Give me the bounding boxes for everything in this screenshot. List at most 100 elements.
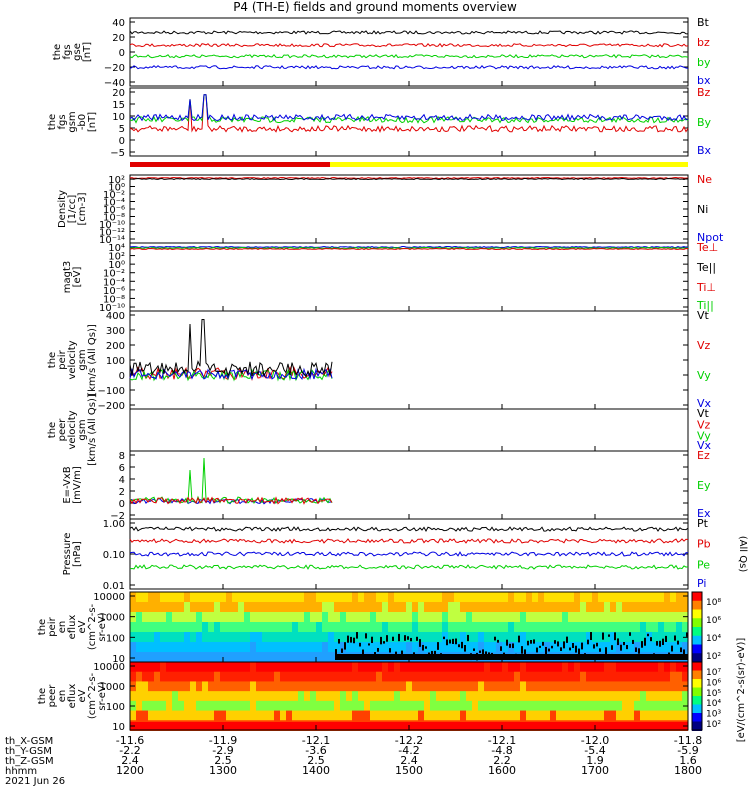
peir-cell	[316, 652, 322, 663]
peir-cell	[352, 602, 358, 613]
peer-cell	[526, 700, 532, 712]
peer-cell	[322, 681, 328, 693]
peir-cell	[616, 642, 622, 653]
peir-cell	[622, 592, 628, 603]
peir-speck	[341, 648, 343, 653]
peer-cell	[472, 681, 478, 693]
peir-speck	[389, 648, 391, 653]
peir-colorbar-tick: 10⁴	[706, 634, 721, 644]
peir-cell	[382, 612, 388, 623]
peer-cell	[292, 681, 298, 693]
peir-cell	[640, 612, 646, 623]
peer-cell	[670, 710, 676, 722]
peir-ylabel: the peir en eflux eV (cm^2-s-sr-eV)	[37, 603, 108, 650]
temperature-ytick: 10⁻⁶	[103, 286, 125, 297]
peer-cell	[484, 700, 490, 712]
peer-cell	[310, 681, 316, 693]
peir-cell	[382, 592, 388, 603]
peir-cell	[400, 642, 406, 653]
peer-cell	[472, 700, 478, 712]
peir-cell	[376, 622, 382, 633]
fgs-gsm-ytick: 10	[112, 112, 125, 123]
peir-cell	[610, 612, 616, 623]
peer-cell	[304, 691, 310, 702]
peir-cell	[166, 592, 172, 603]
peir-cell	[274, 612, 280, 623]
peer-cell	[358, 691, 364, 702]
peer-ytick: 10000	[93, 662, 125, 673]
peir-cell	[496, 602, 502, 613]
peer-cell	[580, 710, 586, 722]
peer-cell	[556, 671, 562, 683]
peer-cell	[316, 681, 322, 693]
peer-cell	[556, 700, 562, 712]
peer-cell	[280, 710, 286, 722]
peir-cell	[322, 602, 328, 613]
peir-cell	[280, 642, 286, 653]
peir-cell	[634, 632, 640, 643]
peir-cell	[634, 602, 640, 613]
peer-cell	[214, 662, 220, 673]
peir-cell	[406, 622, 412, 633]
peer-cell	[154, 710, 160, 722]
peir-cell	[340, 622, 346, 633]
peer-cell	[352, 662, 358, 673]
peir-cell	[514, 622, 520, 633]
peir-cell	[196, 652, 202, 663]
peir-ytick: 100	[106, 633, 125, 644]
peer-cell	[256, 662, 262, 673]
peir-cell	[622, 632, 628, 643]
peer-cell	[400, 700, 406, 712]
efield-Ey	[129, 457, 333, 505]
peer-cell	[178, 700, 184, 712]
density-ytick: 10⁻¹²	[99, 228, 125, 239]
footer-row-label: hhmm	[5, 766, 37, 777]
peir-cell	[142, 592, 148, 603]
peer-cell	[238, 710, 244, 722]
peir-cell	[370, 622, 376, 633]
peer-cell	[316, 691, 322, 702]
peer-cell	[442, 691, 448, 702]
peer-cell	[376, 681, 382, 693]
peer-cell	[496, 681, 502, 693]
peir-speck	[335, 649, 337, 656]
peer-cell	[544, 691, 550, 702]
pressure-legend-2: Pe	[697, 558, 710, 571]
pressure-ylabel-line: Pressure	[62, 533, 73, 576]
peer-cell	[646, 710, 652, 722]
peir-speck	[347, 635, 349, 643]
peer-cell	[502, 691, 508, 702]
peer-cell	[568, 700, 574, 712]
peer-cell	[682, 662, 688, 673]
peer-cell	[190, 681, 196, 693]
peer-cell	[214, 700, 220, 712]
peer-cell	[208, 700, 214, 712]
peer-cell	[568, 662, 574, 673]
peer-cell	[550, 681, 556, 693]
peer-cell	[370, 691, 376, 702]
density-ytick: 10⁻¹⁴	[99, 235, 125, 246]
peir-cell	[502, 622, 508, 633]
peer-cell	[514, 700, 520, 712]
footer-value: 1600	[488, 764, 516, 777]
fgs-gsm-ytick: −5	[110, 148, 125, 159]
peer-cell	[334, 700, 340, 712]
peir-cell	[550, 602, 556, 613]
peer-cell	[586, 700, 592, 712]
peir-cell	[178, 602, 184, 613]
peer-cell	[580, 691, 586, 702]
temperature-ylabel-line: magt3	[62, 261, 73, 294]
peer-cell	[526, 681, 532, 693]
peir-cell	[394, 592, 400, 603]
fgs-gse-ytick: 40	[112, 18, 125, 29]
peer-cell	[574, 662, 580, 673]
peer-cell	[142, 671, 148, 683]
peer-cell	[610, 710, 616, 722]
peer-cell	[346, 710, 352, 722]
peir-speck	[380, 636, 382, 645]
footer-value: -4.8	[491, 744, 512, 757]
peir-cell	[238, 652, 244, 663]
peir-cell	[328, 612, 334, 623]
peir-speck	[644, 637, 646, 646]
peir-cell	[178, 592, 184, 603]
